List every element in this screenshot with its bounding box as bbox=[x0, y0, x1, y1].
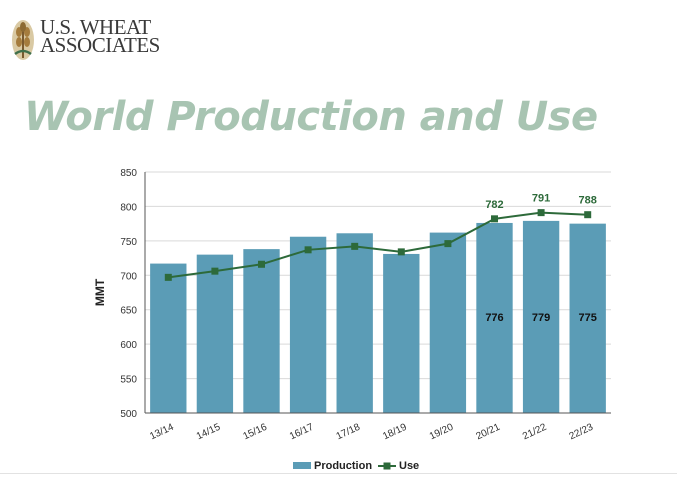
y-tick-label: 800 bbox=[120, 202, 137, 213]
use-data-label: 782 bbox=[485, 199, 503, 211]
use-point bbox=[491, 215, 498, 223]
use-line-series bbox=[164, 209, 592, 281]
legend-use-marker bbox=[383, 462, 391, 470]
y-tick-label: 550 bbox=[120, 375, 137, 386]
data-labels: 776 779 775 782 791 788 bbox=[485, 193, 597, 324]
production-bar bbox=[336, 233, 373, 413]
y-tick-label: 650 bbox=[120, 306, 137, 317]
page-title: World Production and Use bbox=[24, 94, 598, 140]
use-point bbox=[164, 273, 172, 281]
production-bar bbox=[196, 254, 234, 413]
use-point bbox=[397, 248, 405, 256]
production-data-label: 776 bbox=[485, 312, 503, 324]
production-bar bbox=[522, 220, 560, 413]
x-tick-label: 21/22 bbox=[521, 422, 549, 443]
x-tick-label: 13/14 bbox=[148, 422, 176, 443]
logo-line-2: ASSOCIATES bbox=[40, 33, 160, 57]
use-data-label: 788 bbox=[579, 195, 597, 207]
use-point bbox=[351, 242, 359, 250]
use-point bbox=[537, 209, 545, 217]
use-point bbox=[584, 211, 592, 219]
use-line bbox=[168, 211, 588, 279]
y-tick-label: 500 bbox=[120, 409, 137, 420]
x-tick-label: 16/17 bbox=[288, 422, 316, 443]
x-tick-label: 20/21 bbox=[474, 422, 502, 443]
legend-use-label: Use bbox=[399, 460, 419, 472]
legend-production-label: Production bbox=[314, 460, 372, 472]
y-axis-title: MMT bbox=[93, 278, 107, 306]
production-data-label: 779 bbox=[532, 312, 550, 324]
x-tick-label: 14/15 bbox=[195, 422, 223, 443]
y-tick-label: 850 bbox=[120, 168, 137, 179]
use-data-label: 791 bbox=[532, 193, 550, 205]
production-bar bbox=[150, 263, 187, 413]
x-tick-label: 22/23 bbox=[568, 422, 596, 443]
logo-wordmark: U.S. WHEAT ASSOCIATES bbox=[40, 15, 160, 57]
footer-divider bbox=[0, 473, 677, 474]
logo-line-1: U.S. WHEAT bbox=[40, 15, 151, 39]
logo: U.S. WHEAT ASSOCIATES bbox=[10, 15, 170, 66]
production-bar bbox=[243, 249, 280, 413]
production-bar bbox=[429, 232, 467, 413]
x-tick-label: 18/19 bbox=[381, 422, 409, 443]
production-bar bbox=[289, 236, 327, 413]
x-tick-label: 19/20 bbox=[428, 422, 456, 443]
use-point bbox=[211, 267, 219, 275]
production-bars bbox=[150, 220, 606, 413]
production-bar bbox=[383, 253, 420, 413]
use-point bbox=[444, 240, 452, 248]
y-tick-label: 750 bbox=[120, 237, 137, 248]
legend[interactable]: Production Use bbox=[293, 460, 419, 472]
legend-production-swatch bbox=[293, 462, 311, 469]
x-tick-label: 17/18 bbox=[335, 422, 363, 443]
use-point bbox=[304, 246, 312, 254]
wheat-sheaf-icon bbox=[12, 20, 34, 60]
y-tick-label: 700 bbox=[120, 271, 137, 282]
production-data-label: 775 bbox=[579, 312, 597, 324]
production-bar bbox=[476, 222, 513, 413]
y-tick-label: 600 bbox=[120, 340, 137, 351]
production-bar bbox=[569, 223, 606, 413]
use-point bbox=[258, 260, 265, 268]
x-tick-label: 15/16 bbox=[241, 422, 269, 443]
